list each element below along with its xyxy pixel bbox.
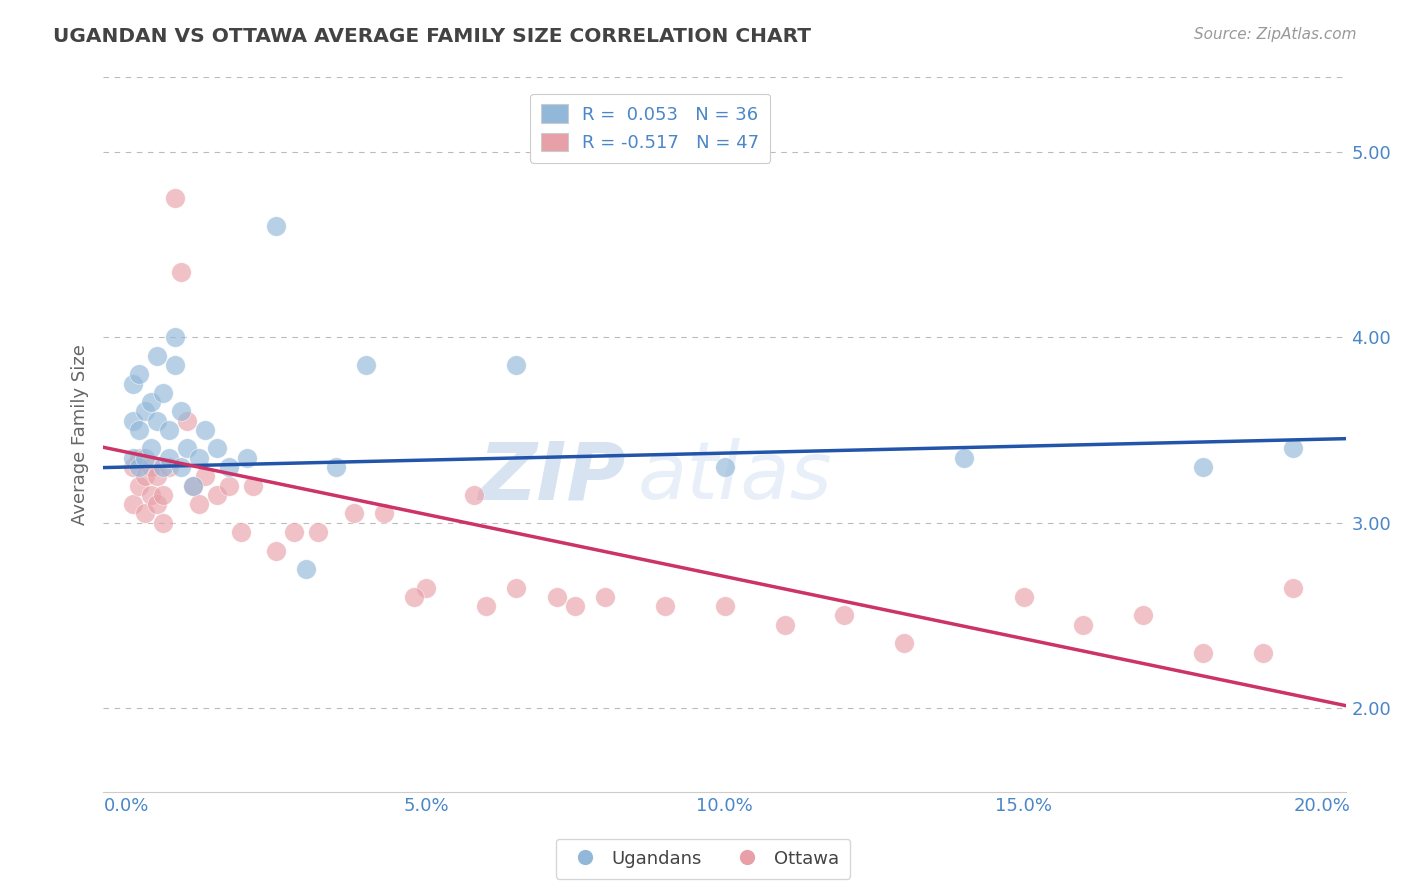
Point [139, 460, 162, 475]
Point [1281, 442, 1303, 456]
Legend: R =  0.053   N = 36, R = -0.517   N = 47: R = 0.053 N = 36, R = -0.517 N = 47 [530, 94, 770, 163]
Point [505, 581, 527, 595]
Point [229, 524, 252, 539]
Point [128, 478, 150, 492]
Point [163, 358, 186, 372]
Point [343, 507, 366, 521]
Point [235, 450, 257, 465]
Point [266, 219, 288, 233]
Point [242, 478, 264, 492]
Point [713, 460, 735, 475]
Point [163, 330, 186, 344]
Text: UGANDAN VS OTTAWA AVERAGE FAMILY SIZE CORRELATION CHART: UGANDAN VS OTTAWA AVERAGE FAMILY SIZE CO… [53, 27, 811, 45]
Point [205, 442, 228, 456]
Point [325, 460, 347, 475]
Point [176, 442, 198, 456]
Point [157, 423, 180, 437]
Point [354, 358, 377, 372]
Point [205, 488, 228, 502]
Point [146, 497, 169, 511]
Point [373, 507, 395, 521]
Text: atlas: atlas [638, 439, 832, 516]
Point [157, 450, 180, 465]
Point [546, 590, 568, 604]
Point [163, 191, 186, 205]
Point [181, 478, 204, 492]
Point [122, 376, 145, 391]
Point [187, 497, 209, 511]
Point [593, 590, 616, 604]
Point [146, 414, 169, 428]
Text: ZIP: ZIP [478, 439, 626, 516]
Point [139, 442, 162, 456]
Point [187, 450, 209, 465]
Point [218, 478, 240, 492]
Point [654, 599, 676, 614]
Point [773, 617, 796, 632]
Point [505, 358, 527, 372]
Point [1132, 608, 1154, 623]
Point [266, 543, 288, 558]
Point [170, 404, 193, 418]
Point [176, 414, 198, 428]
Point [463, 488, 485, 502]
Point [181, 478, 204, 492]
Point [134, 404, 156, 418]
Point [713, 599, 735, 614]
Text: Source: ZipAtlas.com: Source: ZipAtlas.com [1194, 27, 1357, 42]
Point [415, 581, 437, 595]
Point [122, 460, 145, 475]
Point [152, 516, 174, 530]
Point [139, 395, 162, 409]
Point [170, 265, 193, 279]
Point [834, 608, 856, 623]
Point [128, 423, 150, 437]
Point [1192, 460, 1215, 475]
Point [295, 562, 318, 576]
Legend: Ugandans, Ottawa: Ugandans, Ottawa [555, 838, 851, 879]
Point [402, 590, 425, 604]
Point [1281, 581, 1303, 595]
Point [139, 488, 162, 502]
Point [194, 423, 217, 437]
Point [1012, 590, 1035, 604]
Point [953, 450, 976, 465]
Point [307, 524, 329, 539]
Point [194, 469, 217, 483]
Point [152, 460, 174, 475]
Point [128, 368, 150, 382]
Point [152, 385, 174, 400]
Point [893, 636, 915, 650]
Point [134, 469, 156, 483]
Point [134, 507, 156, 521]
Point [218, 460, 240, 475]
Point [157, 460, 180, 475]
Y-axis label: Average Family Size: Average Family Size [72, 344, 89, 525]
Point [1251, 646, 1274, 660]
Point [122, 497, 145, 511]
Point [474, 599, 496, 614]
Point [146, 469, 169, 483]
Point [1192, 646, 1215, 660]
Point [1073, 617, 1095, 632]
Point [170, 460, 193, 475]
Point [283, 524, 305, 539]
Point [564, 599, 586, 614]
Point [128, 450, 150, 465]
Point [134, 450, 156, 465]
Point [128, 460, 150, 475]
Point [122, 450, 145, 465]
Point [146, 349, 169, 363]
Point [122, 414, 145, 428]
Point [152, 488, 174, 502]
